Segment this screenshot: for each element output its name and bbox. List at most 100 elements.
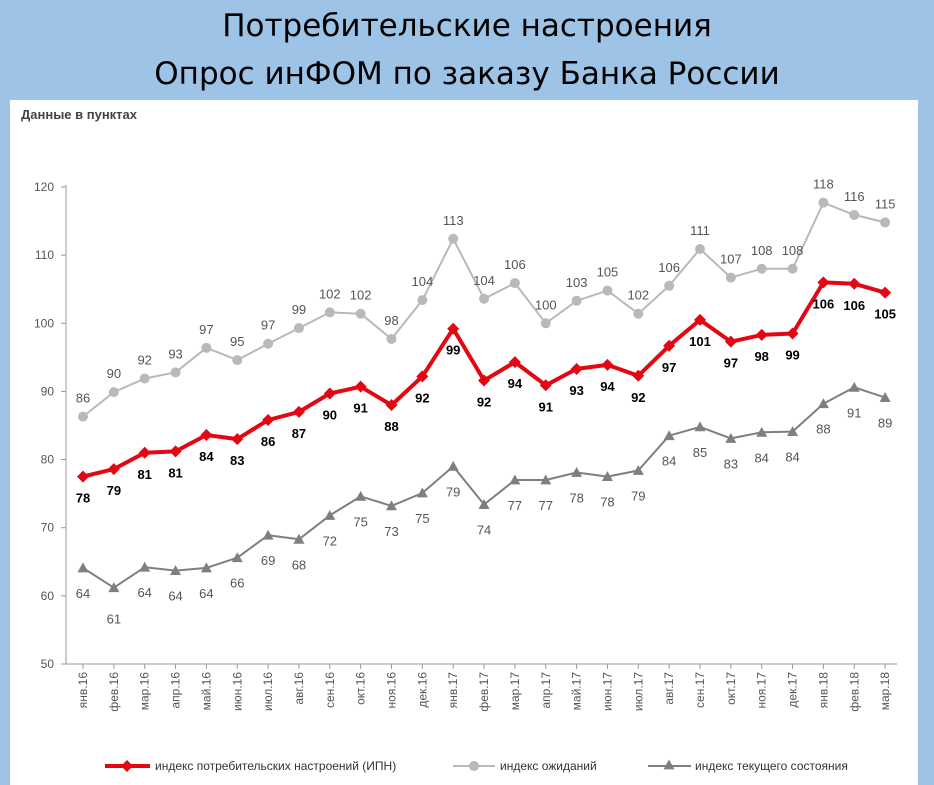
data-label-ipn: 86 [261, 434, 275, 449]
data-label-expectations: 102 [627, 288, 649, 303]
data-label-current-state: 89 [878, 416, 892, 431]
data-label-expectations: 100 [535, 297, 557, 312]
data-label-current-state: 69 [261, 553, 275, 568]
point-current-state [77, 562, 89, 573]
data-label-current-state: 64 [168, 589, 182, 604]
data-label-ipn: 99 [446, 343, 460, 358]
data-label-current-state: 68 [292, 557, 306, 572]
point-expectations [386, 333, 397, 344]
data-label-ipn: 87 [292, 426, 306, 441]
point-ipn [262, 414, 275, 427]
title-line-1: Потребительские настроения [222, 8, 712, 44]
data-label-current-state: 84 [785, 450, 799, 465]
data-label-ipn: 93 [569, 383, 583, 398]
point-ipn [848, 277, 861, 290]
point-current-state [231, 552, 243, 563]
point-ipn [879, 286, 892, 299]
point-expectations [324, 307, 335, 318]
data-label-expectations: 92 [137, 352, 151, 367]
data-label-expectations: 115 [875, 196, 896, 211]
point-expectations [170, 367, 181, 378]
data-label-current-state: 85 [693, 445, 707, 460]
point-expectations [78, 411, 88, 422]
point-ipn [694, 313, 706, 326]
data-label-expectations: 113 [443, 213, 464, 228]
point-expectations [479, 293, 490, 304]
data-label-expectations: 108 [751, 243, 773, 258]
data-label-ipn: 92 [631, 390, 645, 405]
data-label-current-state: 64 [137, 585, 151, 600]
chart-subtitle: Данные в пунктах [21, 107, 138, 122]
data-label-expectations: 97 [199, 322, 213, 337]
x-tick-label: июл.17 [631, 672, 645, 711]
point-current-state [571, 467, 583, 477]
data-label-ipn: 78 [76, 491, 90, 506]
point-ipn [817, 276, 830, 289]
point-ipn [755, 328, 768, 341]
point-ipn [508, 356, 521, 369]
point-expectations [880, 217, 891, 228]
point-current-state [293, 533, 305, 544]
point-current-state [478, 499, 490, 509]
y-tick-label: 60 [41, 589, 55, 603]
data-label-expectations: 106 [658, 260, 680, 275]
x-tick-label: фев.17 [477, 672, 491, 712]
legend-label-ipn: индекс потребительских настроений (ИПН) [155, 759, 396, 773]
x-tick-label: дек.17 [786, 672, 800, 708]
data-label-expectations: 108 [782, 243, 804, 258]
point-ipn [231, 433, 244, 446]
point-ipn [632, 369, 645, 382]
x-tick-label: апр.17 [539, 672, 553, 709]
data-label-ipn: 81 [137, 467, 151, 482]
y-tick-label: 80 [41, 453, 55, 467]
x-tick-label: июн.16 [230, 672, 244, 711]
point-ipn [724, 335, 737, 348]
point-expectations [818, 197, 829, 208]
data-label-current-state: 73 [384, 524, 398, 539]
point-expectations [571, 295, 582, 306]
data-label-ipn: 79 [107, 483, 121, 498]
data-label-ipn: 92 [415, 390, 429, 405]
y-tick-label: 120 [34, 180, 54, 194]
legend-marker-expectations [469, 761, 479, 771]
x-tick-label: фев.16 [107, 672, 121, 712]
data-label-expectations: 86 [76, 391, 90, 406]
point-expectations [664, 280, 675, 291]
data-label-ipn: 97 [662, 360, 676, 375]
data-label-ipn: 97 [724, 356, 738, 371]
point-current-state [416, 487, 428, 498]
data-label-current-state: 78 [600, 495, 614, 510]
data-label-expectations: 104 [411, 274, 433, 289]
x-tick-label: мар.17 [508, 672, 522, 711]
data-label-ipn: 106 [843, 298, 865, 313]
point-expectations [201, 342, 212, 353]
point-ipn [539, 379, 552, 392]
data-label-current-state: 64 [76, 586, 90, 601]
point-ipn [663, 339, 676, 352]
point-expectations [417, 295, 428, 306]
data-label-current-state: 84 [754, 450, 768, 465]
point-ipn [786, 327, 799, 340]
legend-label-current-state: индекс текущего состояния [695, 759, 848, 773]
point-current-state [509, 474, 521, 485]
point-expectations [695, 244, 705, 255]
data-label-expectations: 93 [168, 346, 182, 361]
data-label-current-state: 88 [816, 422, 830, 437]
data-label-current-state: 78 [569, 491, 583, 506]
data-label-current-state: 83 [724, 456, 738, 471]
data-label-current-state: 84 [662, 454, 676, 469]
x-tick-label: окт.17 [724, 672, 738, 705]
point-current-state [817, 398, 829, 409]
point-ipn [416, 370, 429, 383]
point-ipn [169, 445, 182, 458]
point-expectations [633, 308, 644, 319]
x-tick-label: дек.16 [415, 672, 429, 708]
data-label-ipn: 91 [353, 401, 367, 416]
data-label-expectations: 105 [597, 265, 619, 280]
data-label-ipn: 99 [785, 348, 799, 363]
point-current-state [879, 392, 891, 402]
point-expectations [263, 338, 274, 349]
data-label-expectations: 104 [473, 273, 495, 288]
y-tick-label: 50 [41, 657, 55, 671]
